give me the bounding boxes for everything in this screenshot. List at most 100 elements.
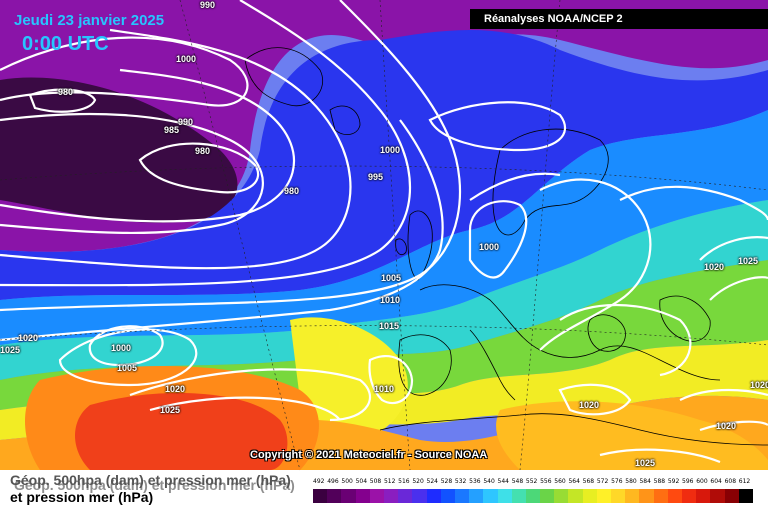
scale-tick-label: 600 [696, 478, 708, 485]
isobars [0, 0, 768, 464]
scale-tick-label: 520 [412, 478, 424, 485]
scale-tick-label: 496 [327, 478, 339, 485]
scale-tick-label: 544 [497, 478, 509, 485]
scale-swatch [639, 489, 655, 503]
scale-swatch [511, 489, 527, 503]
scale-tick-label: 580 [625, 478, 637, 485]
isobar-label: 1020 [704, 262, 725, 272]
scale-swatch [625, 489, 640, 503]
map-time: 0:00 UTC [22, 33, 109, 55]
field-blue-band [0, 30, 768, 300]
scale-tick-label: 608 [724, 478, 737, 485]
scale-swatch [611, 489, 626, 503]
isobar-label: 985 [164, 125, 180, 135]
isobar-label: 980 [195, 146, 211, 156]
copyright-notice: Copyright © 2021 Meteociel.fr - Source N… [250, 449, 488, 461]
scale-tick-label: 564 [568, 478, 580, 485]
scale-tick-label: 604 [710, 478, 722, 485]
scale-swatch [327, 489, 342, 503]
scale-tick-label: 492 [313, 478, 325, 485]
isobar-label: 1025 [0, 345, 21, 355]
scale-swatch [582, 489, 598, 503]
map-date: Jeudi 23 janvier 2025 [14, 12, 165, 29]
isobar-label: 1010 [374, 384, 395, 394]
scale-tick-label: 548 [511, 478, 524, 485]
scale-tick-label: 576 [611, 478, 623, 485]
isobar-label: 1005 [381, 273, 402, 283]
graticule [0, 0, 768, 471]
scale-tick-label: 508 [369, 478, 382, 485]
scale-tick-label: 532 [454, 478, 467, 485]
colour-scale: 492 496 500 504 508 512 516 520 524 528 532 536 540 5… [313, 478, 754, 506]
scale-swatch [540, 489, 555, 503]
field-lightblue-band [0, 110, 768, 345]
isobar-label: 990 [178, 117, 194, 127]
scale-swatch [383, 489, 399, 503]
scale-swatch [682, 489, 697, 503]
scale-tick-label: 584 [639, 478, 651, 485]
field-orange-se [496, 401, 768, 470]
scale-swatch [454, 489, 470, 503]
isobar-label: 995 [368, 172, 384, 182]
legend-title-line2: et pression mer (hPa) [10, 489, 154, 505]
scale-swatch [469, 489, 484, 503]
scale-tick-label: 504 [355, 478, 368, 485]
scale-swatch [696, 489, 711, 503]
scale-tick-label: 572 [596, 478, 609, 485]
isobar-label: 1020 [716, 421, 737, 431]
isobar-label: 1015 [379, 321, 400, 331]
scale-tick-label: 552 [525, 478, 538, 485]
scale-swatch [497, 489, 513, 503]
scale-swatch [369, 489, 385, 503]
scale-tick-label: 612 [738, 478, 751, 485]
isobar-label: 1010 [380, 295, 401, 305]
scale-swatch [483, 489, 498, 503]
legend-title-ghost: Géop. 500hpa (dam) et pression mer (hPa) [14, 477, 295, 493]
scale-tick-label: 592 [667, 478, 680, 485]
isobar-label: 1020 [165, 384, 186, 394]
scale-swatch [554, 489, 569, 503]
isobar-label: 1020 [18, 333, 39, 343]
isobar-label: 1025 [635, 458, 656, 468]
source-banner: Réanalyses NOAA/NCEP 2 [470, 9, 768, 29]
isobar-label: 1005 [117, 363, 138, 373]
isobar-label: 1020 [750, 380, 768, 390]
coastlines [244, 47, 768, 446]
scale-tick-label: 524 [426, 478, 438, 485]
field-red-sw [75, 393, 288, 470]
scale-swatch [667, 489, 683, 503]
isobar-label: 980 [284, 186, 300, 196]
scale-swatch [596, 489, 612, 503]
scale-tick-label: 556 [540, 478, 552, 485]
scale-tick-label: 560 [554, 478, 566, 485]
isobar-label: 1000 [479, 242, 500, 252]
scale-tick-label: 568 [582, 478, 595, 485]
scale-tick-label: 536 [469, 478, 481, 485]
scale-swatch [738, 489, 754, 503]
field-yellow-west [290, 317, 408, 442]
scale-swatch [341, 489, 357, 503]
scale-swatch [653, 489, 669, 503]
scale-swatch [525, 489, 541, 503]
scale-swatch [398, 489, 413, 503]
scale-swatch [426, 489, 442, 503]
scale-swatch [313, 489, 328, 503]
isobar-label: 1000 [380, 145, 401, 155]
isobar-label: 1020 [579, 400, 600, 410]
scale-swatch [355, 489, 371, 503]
isobar-label: 1025 [738, 256, 759, 266]
scale-swatch [412, 489, 428, 503]
scale-tick-label: 540 [483, 478, 495, 485]
isobar-label: 1000 [111, 343, 132, 353]
scale-tick-label: 588 [653, 478, 666, 485]
scale-tick-label: 512 [383, 478, 396, 485]
scale-tick-label: 528 [440, 478, 453, 485]
scale-swatch [710, 489, 726, 503]
scale-swatch [440, 489, 456, 503]
legend-title-line1: Géop. 500hpa (dam) et pression mer (hPa) [10, 472, 291, 488]
scale-swatch [724, 489, 740, 503]
isobar-label: 1025 [160, 405, 181, 415]
scale-tick-label: 516 [398, 478, 410, 485]
scale-tick-label: 596 [682, 478, 694, 485]
